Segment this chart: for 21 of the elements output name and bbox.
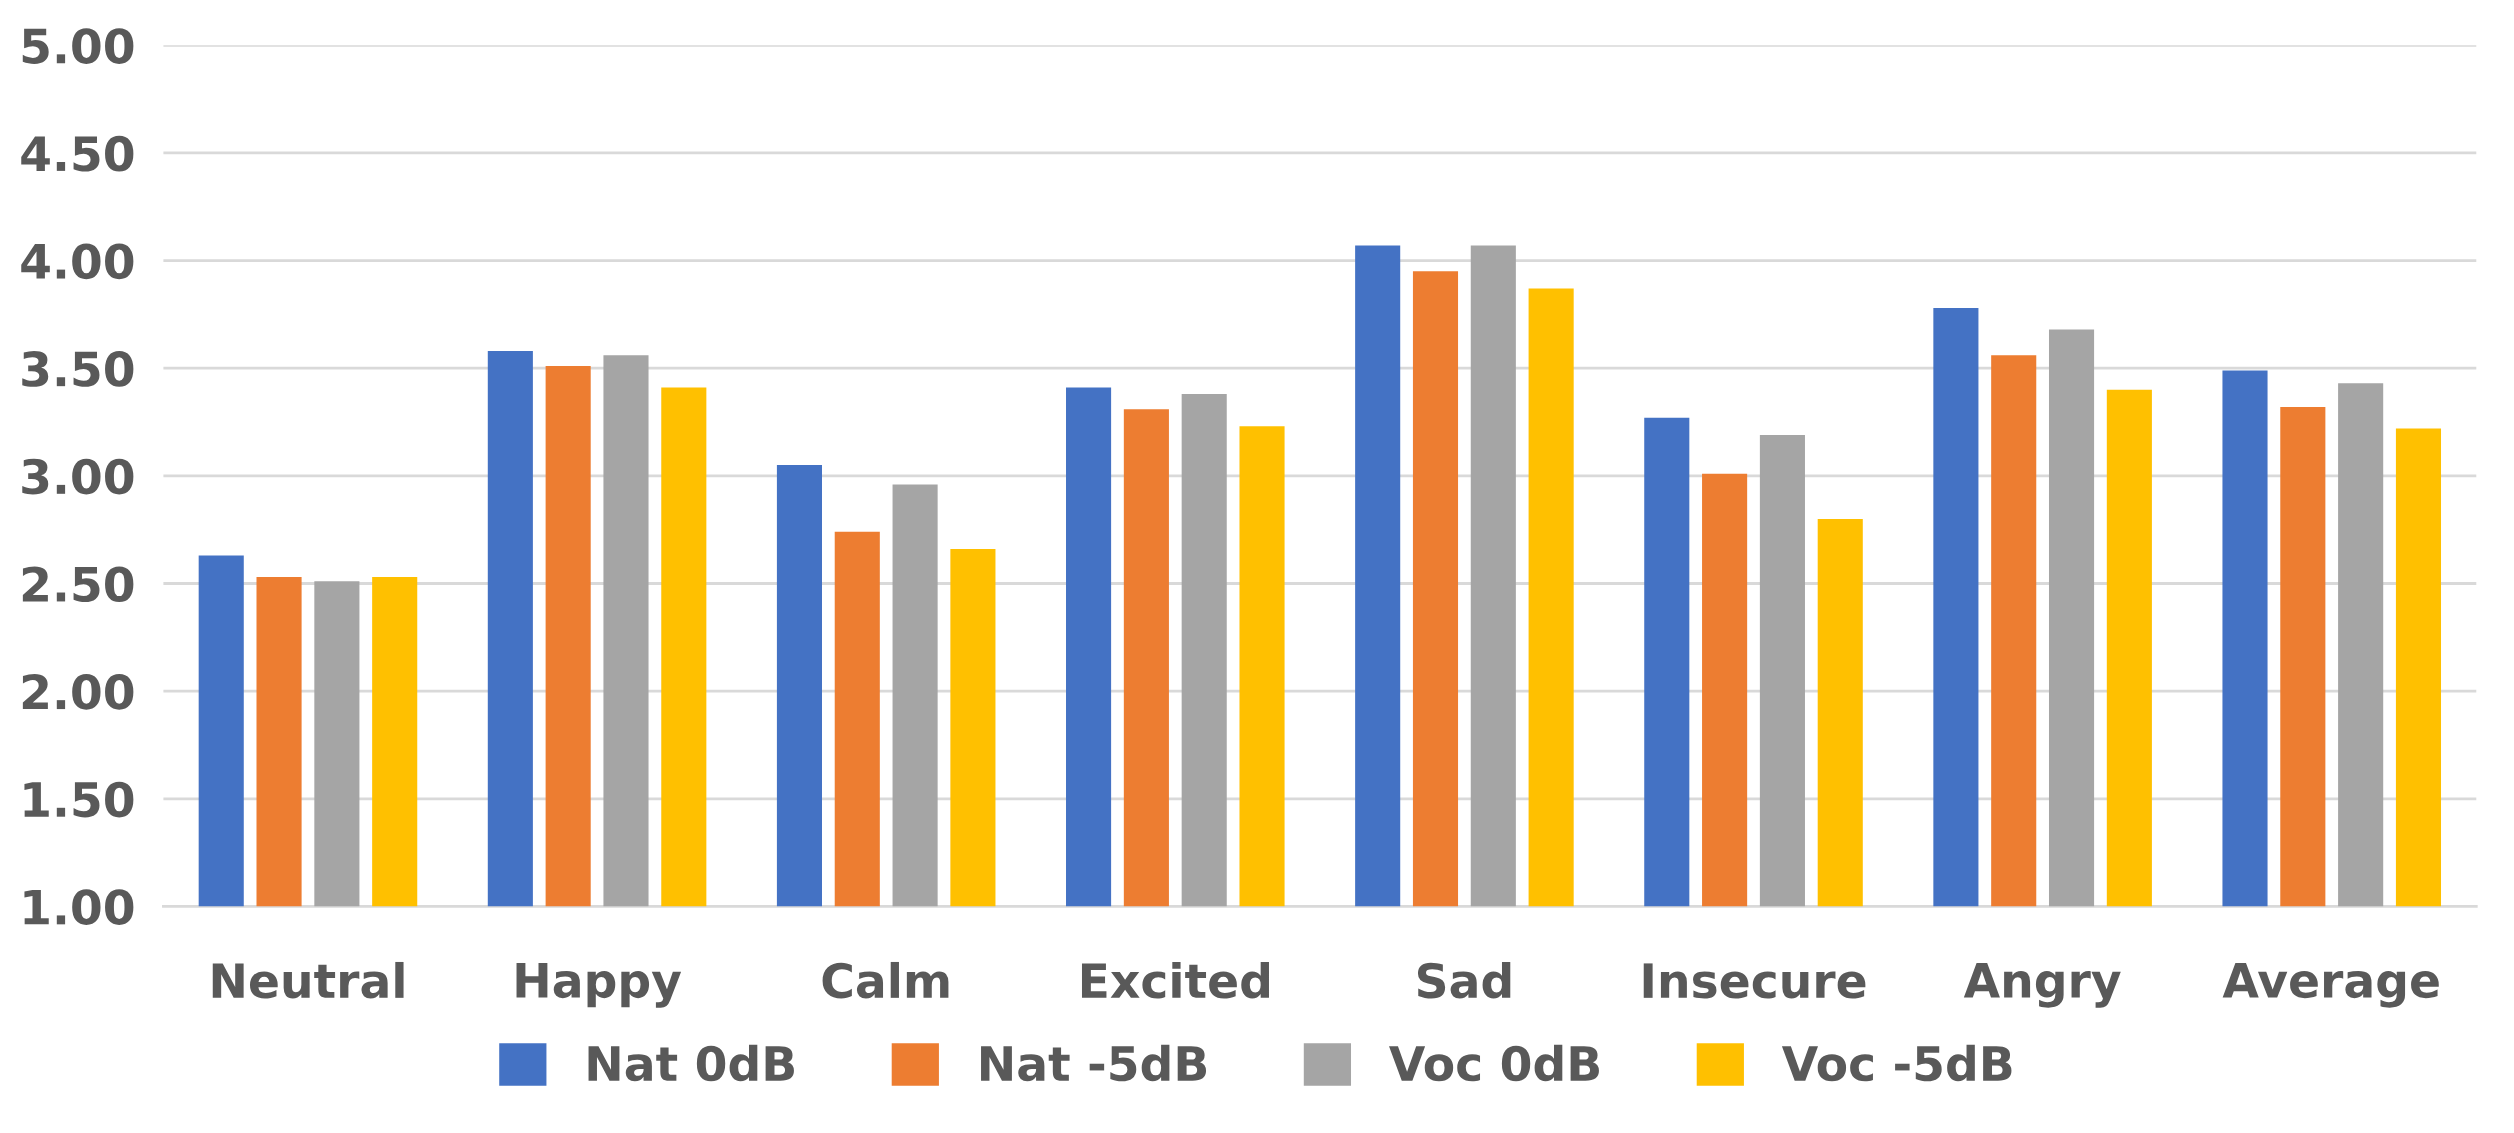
x-tick-label: Insecure	[1643, 963, 1866, 999]
y-tick-label: 2.50	[22, 566, 134, 603]
x-tick-label: Calm	[822, 961, 949, 999]
y-tick-label: 2.00	[22, 674, 134, 710]
x-tick-label: Happy	[516, 963, 682, 1008]
x-tick-label: Sad	[1417, 961, 1511, 999]
legend-label: Voc 0dB	[1389, 1044, 1599, 1082]
y-tick-label: 1.00	[24, 889, 134, 926]
y-tick-label: 5.00	[22, 28, 134, 64]
y-tick-label: 4.00	[21, 243, 134, 280]
y-tick-label: 1.50	[24, 781, 134, 818]
y-tick-label: 3.50	[22, 351, 134, 387]
legend-label: Nat 0dB	[588, 1044, 794, 1082]
legend-label: Nat -5dB	[981, 1044, 1207, 1082]
y-tick-label: 4.50	[21, 135, 134, 172]
y-tick-label: 3.00	[22, 458, 134, 495]
x-tick-label: Neutral	[212, 961, 404, 999]
x-tick-label: Average	[2222, 963, 2439, 1008]
x-tick-label: Excited	[1081, 961, 1269, 999]
legend-label: Voc -5dB	[1781, 1044, 2012, 1082]
x-tick-label: Angry	[1963, 963, 2121, 1008]
